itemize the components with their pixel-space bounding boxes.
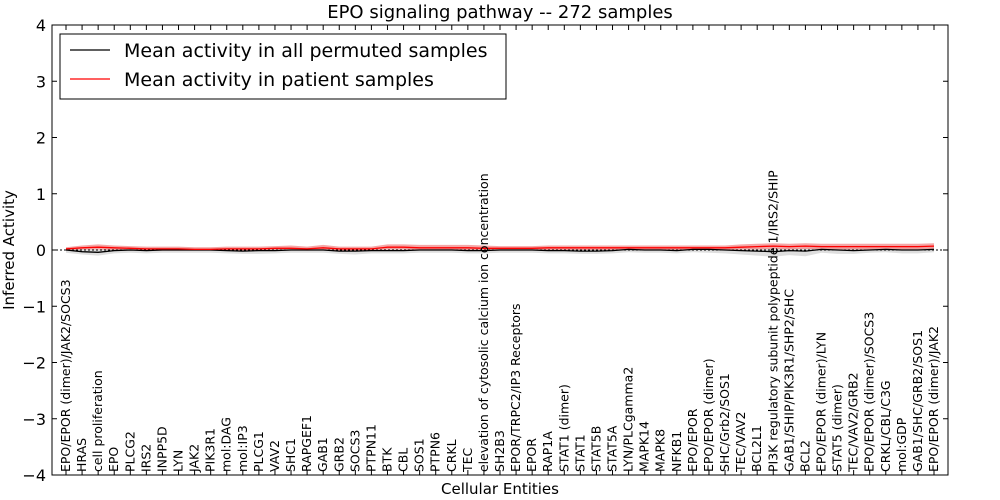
legend-label-patient: Mean activity in patient samples [124,69,434,91]
series-lines [65,245,935,253]
y-tick-label: −2 [22,354,46,373]
x-tick-label: IRS2 [138,444,153,472]
series-line-patient [65,245,935,251]
y-tick-label: −3 [22,410,46,429]
legend-label-permuted: Mean activity in all permuted samples [124,40,487,62]
x-tick-label: EPO/EPOR (dimer)/JAK2/SOCS3 [58,279,73,472]
legend: Mean activity in all permuted samples Me… [59,33,507,100]
y-axis-label: Inferred Activity [0,190,18,310]
x-tick-label: LYN/PLCgamma2 [621,367,636,472]
x-tick-label: RAPGEF1 [299,415,314,472]
x-tick-label: NFKB1 [669,431,684,472]
x-tick-label: EPO/EPOR (dimer)/SOCS3 [862,312,877,472]
y-axis-ticks: 4 3 2 1 0 −1 −2 −3 −4 [22,16,948,485]
x-tick-label: RAP1A [540,431,555,472]
x-tick-label: mol:DAG [219,417,234,472]
x-tick-label: EPOR [524,438,539,472]
x-tick-label: GAB1/SHC/GRB2/SOS1 [910,330,925,472]
x-axis-label: Cellular Entities [441,480,559,498]
x-tick-label: INPP5D [154,426,169,472]
y-tick-label: 4 [36,16,46,35]
x-tick-label: TEC [460,447,475,473]
x-tick-label: STAT5 (dimer) [830,384,845,472]
x-tick-label: TEC/VAV2 [733,412,748,473]
y-tick-label: −1 [22,297,46,316]
x-tick-label: SHC1 [283,438,298,472]
x-tick-label: STAT5A [605,425,620,472]
x-tick-label: EPO/EPOR (dimer)/JAK2 [926,326,941,472]
y-tick-label: −4 [22,466,46,485]
x-tick-label: EPO/EPOR (dimer) [701,358,716,472]
y-tick-label: 1 [36,185,46,204]
x-tick-label: STAT5B [588,426,603,472]
x-tick-label: GAB1 [315,437,330,472]
x-tick-label: GAB1/SHIP/PIK3R1/SHP2/SHC [781,289,796,472]
y-tick-label: 3 [36,72,46,91]
x-tick-label: PLCG2 [122,431,137,472]
legend-box [59,33,507,100]
x-tick-label: TEC/VAV2/GRB2 [846,372,861,473]
x-tick-label: BTK [379,447,394,472]
x-tick-label: cell proliferation [90,370,105,472]
x-tick-label: PTPN6 [428,432,443,472]
x-tick-label: VAV2 [267,440,282,472]
x-tick-label: CBL [396,448,411,472]
x-tick-label: BCL2 [797,440,812,472]
x-tick-label: STAT1 (dimer) [556,384,571,472]
x-tick-label: PIK3R1 [203,428,218,472]
x-tick-label: STAT1 [572,434,587,472]
x-tick-label: EPO/EPOR [685,408,700,472]
x-tick-label: HRAS [74,438,89,472]
y-tick-label: 2 [36,129,46,148]
x-tick-label: MAPK8 [653,429,668,472]
x-tick-label: elevation of cytosolic calcium ion conce… [476,173,491,472]
x-tick-label: PI3K regulatory subunit polypeptide 1/IR… [765,170,780,472]
x-tick-label: PLCG1 [251,431,266,472]
x-tick-label: CRKL/CBL/C3G [878,380,893,472]
x-tick-label: SOCS3 [347,430,362,472]
x-tick-label: EPOR/TRPC2/IP3 Receptors [508,303,523,472]
x-tick-label: SHC/Grb2/SOS1 [717,373,732,472]
x-tick-label: EPO/EPOR (dimer)/LYN [813,332,828,472]
x-tick-label: PTPN11 [363,424,378,472]
x-tick-label: mol:GDP [894,417,909,472]
x-axis-ticks: EPO/EPOR (dimer)/JAK2/SOCS3 HRAS cell prol… [58,25,941,475]
plot-frame [51,24,949,476]
y-tick-label: 0 [36,241,46,260]
x-tick-label: mol:IP3 [235,425,250,472]
x-tick-label: BCL2L1 [749,425,764,472]
x-tick-label: LYN [171,450,186,472]
x-tick-label: MAPK14 [637,421,652,472]
x-tick-label: CRKL [444,439,459,472]
x-tick-label: EPO [106,447,121,472]
x-tick-label: SOS1 [412,438,427,472]
chart-title: EPO signaling pathway -- 272 samples [327,2,673,23]
x-tick-label: JAK2 [187,444,202,473]
x-tick-label: SH2B3 [492,430,507,472]
x-tick-label: GRB2 [331,437,346,472]
